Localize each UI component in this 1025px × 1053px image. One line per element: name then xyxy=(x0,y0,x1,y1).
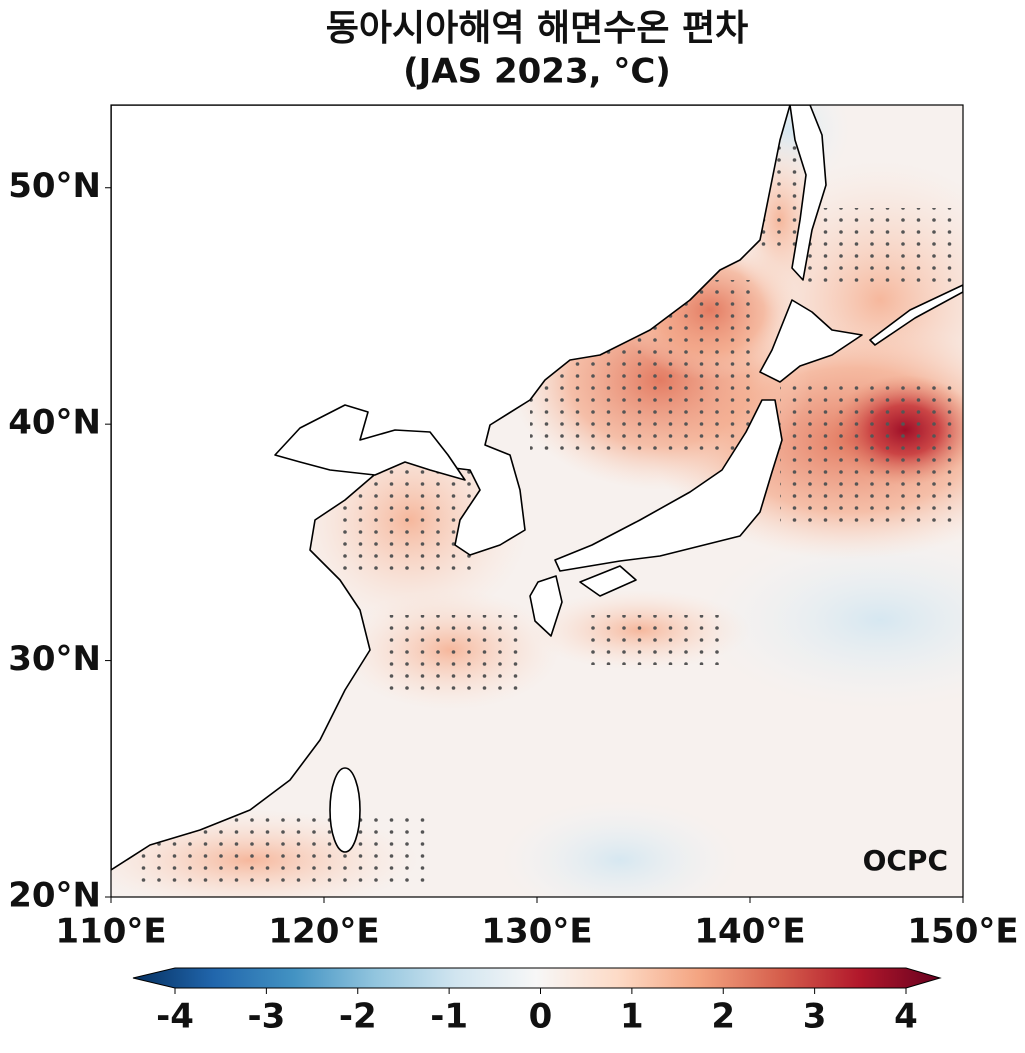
bohai-sea xyxy=(274,404,466,481)
logo: OCPC xyxy=(863,844,948,877)
y-tick-label: 50°N xyxy=(8,166,101,206)
sakhalin xyxy=(789,105,827,281)
colorbar-tick-label: 0 xyxy=(529,997,553,1037)
colorbar-tick-label: -1 xyxy=(430,997,468,1037)
colorbar-tick-label: 4 xyxy=(894,997,918,1037)
colorbar-tick-label: -4 xyxy=(156,997,194,1037)
taiwan xyxy=(329,767,361,853)
colorbar-tick-label: 2 xyxy=(711,997,735,1037)
y-tick-label: 20°N xyxy=(8,876,101,916)
kyushu xyxy=(529,575,563,637)
y-tick-label: 40°N xyxy=(8,403,101,443)
map-field xyxy=(111,105,963,897)
colorbar xyxy=(132,967,942,989)
y-tick-label: 30°N xyxy=(8,639,101,679)
shikoku xyxy=(579,565,637,597)
x-tick-label: 120°E xyxy=(268,912,379,952)
colorbar-tick-label: 1 xyxy=(620,997,644,1037)
colorbar-bar xyxy=(132,967,942,989)
x-tick-label: 150°E xyxy=(907,912,1018,952)
x-tick-label: 130°E xyxy=(481,912,592,952)
land-mainland xyxy=(111,105,791,871)
colorbar-tick-label: -2 xyxy=(339,997,377,1037)
subtitle: (JAS 2023, °C) xyxy=(403,52,671,92)
colorbar-tick-label: -3 xyxy=(247,997,285,1037)
x-tick-label: 140°E xyxy=(694,912,805,952)
title: 동아시아해역 해면수온 편차 xyxy=(326,8,749,49)
x-tick-label: 110°E xyxy=(55,912,166,952)
kuril xyxy=(869,284,963,346)
colorbar-tick-label: 3 xyxy=(803,997,827,1037)
honshu xyxy=(554,399,783,572)
hokkaido xyxy=(759,299,863,383)
